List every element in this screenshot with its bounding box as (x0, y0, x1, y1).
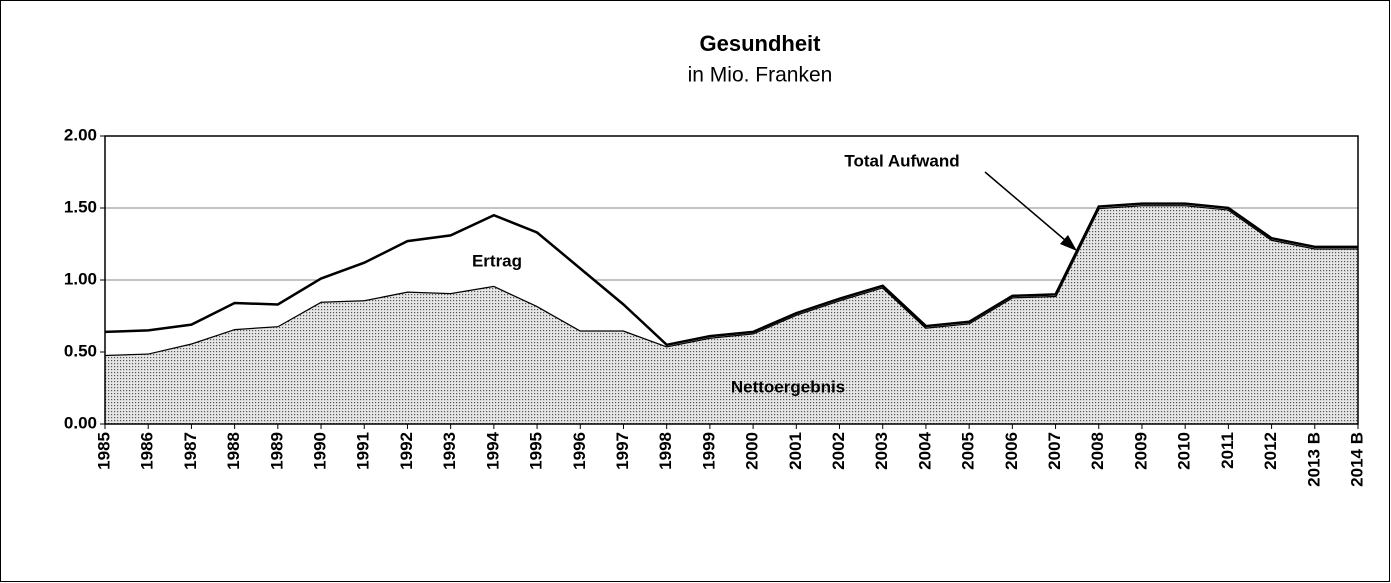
series-label: Ertrag (472, 251, 522, 270)
x-tick-label: 2007 (1045, 432, 1064, 470)
x-tick-label: 1998 (656, 432, 675, 470)
y-tick-label: 0.00 (64, 413, 97, 432)
annotation-arrow (984, 171, 1073, 247)
x-tick-label: 2008 (1088, 432, 1107, 470)
x-tick-label: 1995 (527, 432, 546, 470)
area (105, 205, 1358, 424)
x-tick-label: 2005 (959, 432, 978, 470)
x-tick-label: 1997 (613, 432, 632, 470)
x-tick-label: 1990 (311, 432, 330, 470)
x-tick-label: 1988 (224, 432, 243, 470)
x-tick-label: 1987 (181, 432, 200, 470)
plot-border (104, 135, 1359, 425)
y-tick-label: 0.50 (64, 341, 97, 360)
x-tick-label: 2014 B (1347, 432, 1366, 487)
series-label: Nettoergebnis (731, 377, 845, 396)
y-tick-label: 2.00 (64, 125, 97, 144)
annotation: Total Aufwand (844, 151, 959, 170)
x-tick-label: 1996 (570, 432, 589, 470)
x-tick-label: 1985 (94, 432, 113, 470)
x-tick-label: 1986 (138, 432, 157, 470)
x-tick-label: 2006 (1002, 432, 1021, 470)
x-tick-label: 2009 (1131, 432, 1150, 470)
chart-subtitle: in Mio. Franken (688, 64, 833, 87)
x-tick-label: 1994 (483, 431, 502, 469)
x-tick-label: 1999 (699, 432, 718, 470)
x-tick-label: 2011 (1218, 432, 1237, 469)
x-tick-label: 1991 (354, 432, 373, 470)
x-tick-label: 2004 (915, 431, 934, 469)
annotation-arrowhead (1060, 235, 1077, 251)
area (105, 203, 1358, 355)
x-tick-label: 2001 (786, 432, 805, 470)
x-tick-label: 1989 (267, 432, 286, 470)
y-tick-label: 1.00 (64, 269, 97, 288)
x-tick-label: 2010 (1175, 432, 1194, 470)
x-tick-label: 2012 (1261, 432, 1280, 470)
x-tick-label: 1993 (440, 432, 459, 470)
x-tick-label: 2002 (829, 432, 848, 470)
y-tick-label: 1.50 (64, 197, 97, 216)
x-tick-label: 2013 B (1304, 432, 1323, 487)
x-tick-label: 1992 (397, 432, 416, 470)
chart-title: Gesundheit (699, 31, 821, 56)
x-tick-label: 2003 (872, 432, 891, 470)
area-edge (104, 202, 1358, 347)
x-tick-label: 2000 (743, 432, 762, 470)
